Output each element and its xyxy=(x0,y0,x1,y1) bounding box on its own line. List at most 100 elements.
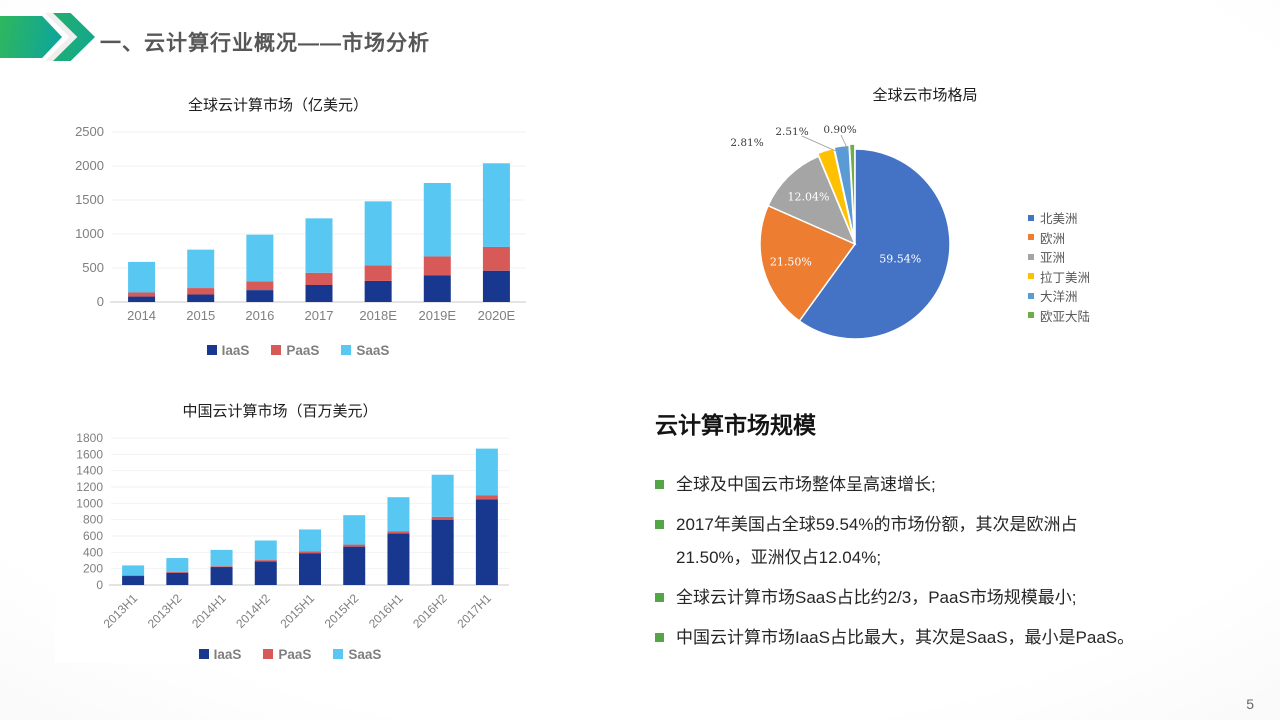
legend-label: SaaS xyxy=(348,646,382,662)
bar-segment-PaaS xyxy=(122,575,145,577)
x-axis-tick-label: 2013H2 xyxy=(145,591,185,631)
pie-data-label: 2.81% xyxy=(730,137,763,149)
pie-chart-legend: 北美洲欧洲亚洲 拉丁美洲大洋洲 欧亚大陆 xyxy=(1028,208,1090,361)
bar-segment-IaaS xyxy=(431,519,454,585)
legend-swatch xyxy=(333,649,344,659)
pie-slice-北美洲 xyxy=(798,148,951,340)
x-axis-tick-label: 2019E xyxy=(418,308,456,323)
x-axis-tick-label: 2018E xyxy=(359,308,397,323)
bar-segment-PaaS xyxy=(299,551,321,554)
bar-segment-IaaS xyxy=(210,567,233,585)
global-cloud-landscape-pie: 全球云市场格局 59.54% 21.50% 12.04% 2.81% 2.51% 0.90… xyxy=(690,84,1160,361)
y-axis-tick-label: 1200 xyxy=(76,480,103,494)
bar-segment-IaaS xyxy=(128,296,156,302)
global-chart-legend: IaaS PaaS SaaS xyxy=(58,341,538,359)
y-axis-tick-label: 600 xyxy=(83,529,103,543)
bar-segment-PaaS xyxy=(246,281,274,291)
legend-label: 亚洲 xyxy=(1040,250,1066,266)
bar-segment-PaaS xyxy=(187,288,215,295)
legend-swatch xyxy=(1028,234,1034,241)
pie-data-label: 21.50% xyxy=(770,255,812,268)
bar-segment-IaaS xyxy=(254,561,277,585)
china-cloud-market-chart: 中国云计算市场（百万美元） 0 200 400 600 800 1000 1200 1400 1… xyxy=(55,396,525,663)
y-axis-tick-label: 0 xyxy=(96,578,103,592)
pie-legend-item-北美洲: 北美洲 xyxy=(1028,208,1090,228)
china-chart-legend: IaaS PaaS SaaS xyxy=(55,645,525,663)
bar-segment-PaaS xyxy=(166,571,189,573)
pie-legend-item-欧洲: 欧洲 xyxy=(1028,228,1090,248)
label-leader-line xyxy=(840,134,849,151)
bar-segment-SaaS xyxy=(128,261,156,293)
bar-segment-PaaS xyxy=(482,246,510,271)
legend-swatch xyxy=(263,649,274,659)
legend-swatch xyxy=(206,345,217,355)
legend-swatch xyxy=(1028,253,1034,260)
bar-segment-IaaS xyxy=(475,499,498,585)
bar-segment-IaaS xyxy=(343,546,366,585)
bar-segment-SaaS xyxy=(122,565,145,576)
bullet-list: 全球及中国云市场整体呈高速增长; 2017年美国占全球59.54%的市场份额，其次… xyxy=(655,468,1165,654)
legend-label: 欧洲 xyxy=(1040,230,1066,246)
pie-legend-item-大洋洲: 大洋洲 xyxy=(1028,286,1090,306)
bar-segment-SaaS xyxy=(246,234,274,282)
market-scale-text-panel: 云计算市场规模 全球及中国云市场整体呈高速增长; 2017年美国占全球59.54%… xyxy=(655,406,1165,661)
bar-segment-PaaS xyxy=(210,566,233,568)
pie-legend-item-亚洲: 亚洲 xyxy=(1028,247,1090,267)
x-axis-tick-label: 2014H2 xyxy=(233,591,273,631)
legend-swatch xyxy=(1028,273,1034,280)
y-axis-tick-label: 500 xyxy=(82,260,104,275)
bullet-square-icon xyxy=(655,593,664,602)
x-axis-tick-label: 2013H1 xyxy=(101,591,141,631)
page-number: 5 xyxy=(1246,696,1254,712)
bar-segment-SaaS xyxy=(482,163,510,247)
x-axis-tick-label: 2015H1 xyxy=(277,591,317,631)
legend-swatch xyxy=(1028,214,1034,221)
legend-swatch xyxy=(198,649,209,659)
x-axis-tick-label: 2017H1 xyxy=(454,591,494,631)
bar-segment-IaaS xyxy=(187,294,215,302)
global-chart-plot: 0 500 1000 1500 2000 2500 2014 2015 2016 2017 2018… xyxy=(75,124,526,323)
bar-segment-PaaS xyxy=(423,256,451,276)
bar-segment-IaaS xyxy=(482,270,510,302)
x-axis-tick-label: 2014 xyxy=(127,308,156,323)
pie-data-label: 12.04% xyxy=(788,190,830,203)
bar-segment-SaaS xyxy=(423,183,451,257)
legend-label: PaaS xyxy=(286,342,320,358)
bullet-text: 中国云计算市场IaaS占比最大，其次是SaaS，最小是PaaS。 xyxy=(676,628,1135,647)
legend-item-PaaS: PaaS xyxy=(271,341,319,359)
slide-title: 一、云计算行业概况——市场分析 xyxy=(100,32,430,55)
pie-legend-item-欧亚大陆: 欧亚大陆 xyxy=(1028,306,1090,326)
bullet-item: 中国云计算市场IaaS占比最大，其次是SaaS，最小是PaaS。 xyxy=(655,621,1165,654)
bar-segment-SaaS xyxy=(166,558,189,572)
bar-segment-SaaS xyxy=(364,201,392,266)
x-axis-tick-label: 2014H1 xyxy=(189,591,229,631)
bar-segment-SaaS xyxy=(254,540,277,561)
y-axis-tick-label: 1000 xyxy=(75,226,104,241)
bar-segment-SaaS xyxy=(210,549,233,567)
legend-swatch xyxy=(1028,292,1034,299)
pie-chart-title: 全球云市场格局 xyxy=(872,87,978,104)
y-axis-tick-label: 1000 xyxy=(76,496,103,510)
x-axis-tick-label: 2017 xyxy=(305,308,334,323)
bar-segment-PaaS xyxy=(254,560,277,562)
legend-item-SaaS: SaaS xyxy=(341,341,389,359)
global-cloud-market-chart: 全球云计算市场（亿美元） 0 500 1000 1500 2000 2500 2014 201… xyxy=(58,90,538,359)
y-axis-tick-label: 0 xyxy=(97,294,104,309)
x-axis-tick-label: 2020E xyxy=(478,308,516,323)
legend-label: 北美洲 xyxy=(1040,211,1078,227)
bullet-item: 全球云计算市场SaaS占比约2/3，PaaS市场规模最小; xyxy=(655,581,1165,614)
bar-segment-SaaS xyxy=(343,515,366,545)
legend-label: PaaS xyxy=(278,646,312,662)
bullet-text: 全球云计算市场SaaS占比约2/3，PaaS市场规模最小; xyxy=(676,588,1077,607)
bullet-square-icon xyxy=(655,480,664,489)
legend-label: 大洋洲 xyxy=(1040,289,1078,305)
y-axis-tick-label: 1600 xyxy=(76,447,103,461)
legend-item-IaaS: IaaS xyxy=(206,341,249,359)
bar-segment-SaaS xyxy=(431,474,454,517)
slide-header: 一、云计算行业概况——市场分析 xyxy=(0,0,1280,80)
y-axis-tick-label: 400 xyxy=(83,545,103,559)
bar-segment-IaaS xyxy=(246,290,274,302)
bullet-square-icon xyxy=(655,633,664,642)
pie-legend-item-拉丁美洲: 拉丁美洲 xyxy=(1028,267,1090,287)
